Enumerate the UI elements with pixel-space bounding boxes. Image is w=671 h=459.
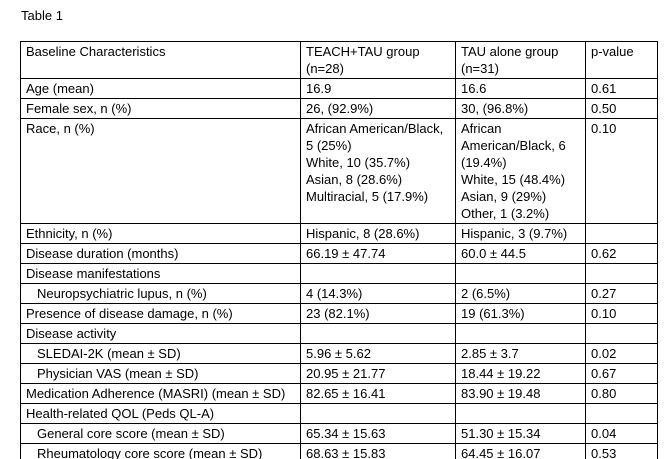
teach-group-cell: 66.19 ± 47.74 — [300, 243, 456, 264]
column-header-p-value: p-value — [585, 41, 658, 79]
tau-group-cell: 51.30 ± 15.34 — [455, 423, 586, 444]
tau-group-cell: 30, (96.8%) — [455, 98, 586, 119]
row-label-cell: Neuropsychiatric lupus, n (%) — [20, 283, 301, 304]
row-label-cell: Disease duration (months) — [20, 243, 301, 264]
teach-group-cell: Hispanic, 8 (28.6%) — [300, 223, 456, 244]
table-row-age: Age (mean) 16.9 16.6 0.61 — [20, 78, 658, 99]
table-row-disease-duration: Disease duration (months) 66.19 ± 47.74 … — [20, 243, 658, 264]
table-row-physician-vas: Physician VAS (mean ± SD) 20.95 ± 21.77 … — [20, 363, 658, 384]
row-label-cell: Physician VAS (mean ± SD) — [20, 363, 301, 384]
table-row-female-sex: Female sex, n (%) 26, (92.9%) 30, (96.8%… — [20, 98, 658, 119]
row-label-cell: Ethnicity, n (%) — [20, 223, 301, 244]
row-label-cell: Disease activity — [20, 323, 301, 344]
table-row-ethnicity: Ethnicity, n (%) Hispanic, 8 (28.6%) His… — [20, 223, 658, 244]
row-label-cell: General core score (mean ± SD) — [20, 423, 301, 444]
table-row-disease-manifestations: Disease manifestations — [20, 263, 658, 284]
tau-group-cell: Hispanic, 3 (9.7%) — [455, 223, 586, 244]
table-row-disease-damage: Presence of disease damage, n (%) 23 (82… — [20, 303, 658, 324]
p-value-cell: 0.61 — [585, 78, 658, 99]
row-label-cell: Rheumatology core score (mean ± SD) — [20, 443, 301, 459]
tau-group-cell: 60.0 ± 44.5 — [455, 243, 586, 264]
teach-group-cell — [300, 403, 456, 424]
teach-group-cell: 26, (92.9%) — [300, 98, 456, 119]
teach-group-cell — [300, 323, 456, 344]
p-value-cell — [585, 223, 658, 244]
p-value-cell — [585, 323, 658, 344]
p-value-cell: 0.10 — [585, 303, 658, 324]
teach-group-cell: 65.34 ± 15.63 — [300, 423, 456, 444]
row-label-cell: Medication Adherence (MASRI) (mean ± SD) — [20, 383, 301, 404]
tau-group-cell — [455, 403, 586, 424]
teach-group-cell: 4 (14.3%) — [300, 283, 456, 304]
row-label-cell: SLEDAI-2K (mean ± SD) — [20, 343, 301, 364]
table-row-general-core-score: General core score (mean ± SD) 65.34 ± 1… — [20, 423, 658, 444]
column-header-teach-tau-group: TEACH+TAU group (n=28) — [300, 41, 456, 79]
teach-group-cell: 23 (82.1%) — [300, 303, 456, 324]
row-label-cell: Health-related QOL (Peds QL-A) — [20, 403, 301, 424]
row-label-cell: Race, n (%) — [20, 118, 301, 224]
baseline-characteristics-table: Baseline Characteristics TEACH+TAU group… — [20, 41, 658, 459]
tau-group-cell — [455, 323, 586, 344]
table-row-health-related-qol: Health-related QOL (Peds QL-A) — [20, 403, 658, 424]
p-value-cell: 0.67 — [585, 363, 658, 384]
tau-group-cell: 16.6 — [455, 78, 586, 99]
teach-group-cell: 68.63 ± 15.83 — [300, 443, 456, 459]
p-value-cell: 0.53 — [585, 443, 658, 459]
table-caption: Table 1 — [21, 8, 63, 23]
table-row-rheumatology-core-score: Rheumatology core score (mean ± SD) 68.6… — [20, 443, 658, 459]
column-header-baseline-characteristics: Baseline Characteristics — [20, 41, 301, 79]
teach-group-cell — [300, 263, 456, 284]
teach-group-cell: 20.95 ± 21.77 — [300, 363, 456, 384]
p-value-cell: 0.10 — [585, 118, 658, 224]
column-header-tau-alone-group: TAU alone group (n=31) — [455, 41, 586, 79]
tau-group-cell: 2 (6.5%) — [455, 283, 586, 304]
row-label-cell: Disease manifestations — [20, 263, 301, 284]
table-row-neuropsychiatric-lupus: Neuropsychiatric lupus, n (%) 4 (14.3%) … — [20, 283, 658, 304]
table-row-disease-activity: Disease activity — [20, 323, 658, 344]
p-value-cell: 0.04 — [585, 423, 658, 444]
tau-group-cell: 2.85 ± 3.7 — [455, 343, 586, 364]
table-header-row: Baseline Characteristics TEACH+TAU group… — [20, 41, 658, 79]
teach-group-cell: 82.65 ± 16.41 — [300, 383, 456, 404]
row-label-cell: Presence of disease damage, n (%) — [20, 303, 301, 324]
p-value-cell: 0.50 — [585, 98, 658, 119]
tau-group-cell: 19 (61.3%) — [455, 303, 586, 324]
p-value-cell — [585, 403, 658, 424]
p-value-cell: 0.80 — [585, 383, 658, 404]
tau-group-cell: 64.45 ± 16.07 — [455, 443, 586, 459]
row-label-cell: Female sex, n (%) — [20, 98, 301, 119]
table-row-medication-adherence: Medication Adherence (MASRI) (mean ± SD)… — [20, 383, 658, 404]
p-value-cell: 0.02 — [585, 343, 658, 364]
p-value-cell: 0.27 — [585, 283, 658, 304]
teach-group-cell: African American/Black, 5 (25%) White, 1… — [300, 118, 456, 224]
tau-group-cell — [455, 263, 586, 284]
tau-group-cell: 83.90 ± 19.48 — [455, 383, 586, 404]
table-row-sledai-2k: SLEDAI-2K (mean ± SD) 5.96 ± 5.62 2.85 ±… — [20, 343, 658, 364]
tau-group-cell: 18.44 ± 19.22 — [455, 363, 586, 384]
tau-group-cell: African American/Black, 6 (19.4%) White,… — [455, 118, 586, 224]
teach-group-cell: 5.96 ± 5.62 — [300, 343, 456, 364]
table-row-race: Race, n (%) African American/Black, 5 (2… — [20, 118, 658, 224]
teach-group-cell: 16.9 — [300, 78, 456, 99]
p-value-cell — [585, 263, 658, 284]
row-label-cell: Age (mean) — [20, 78, 301, 99]
p-value-cell: 0.62 — [585, 243, 658, 264]
